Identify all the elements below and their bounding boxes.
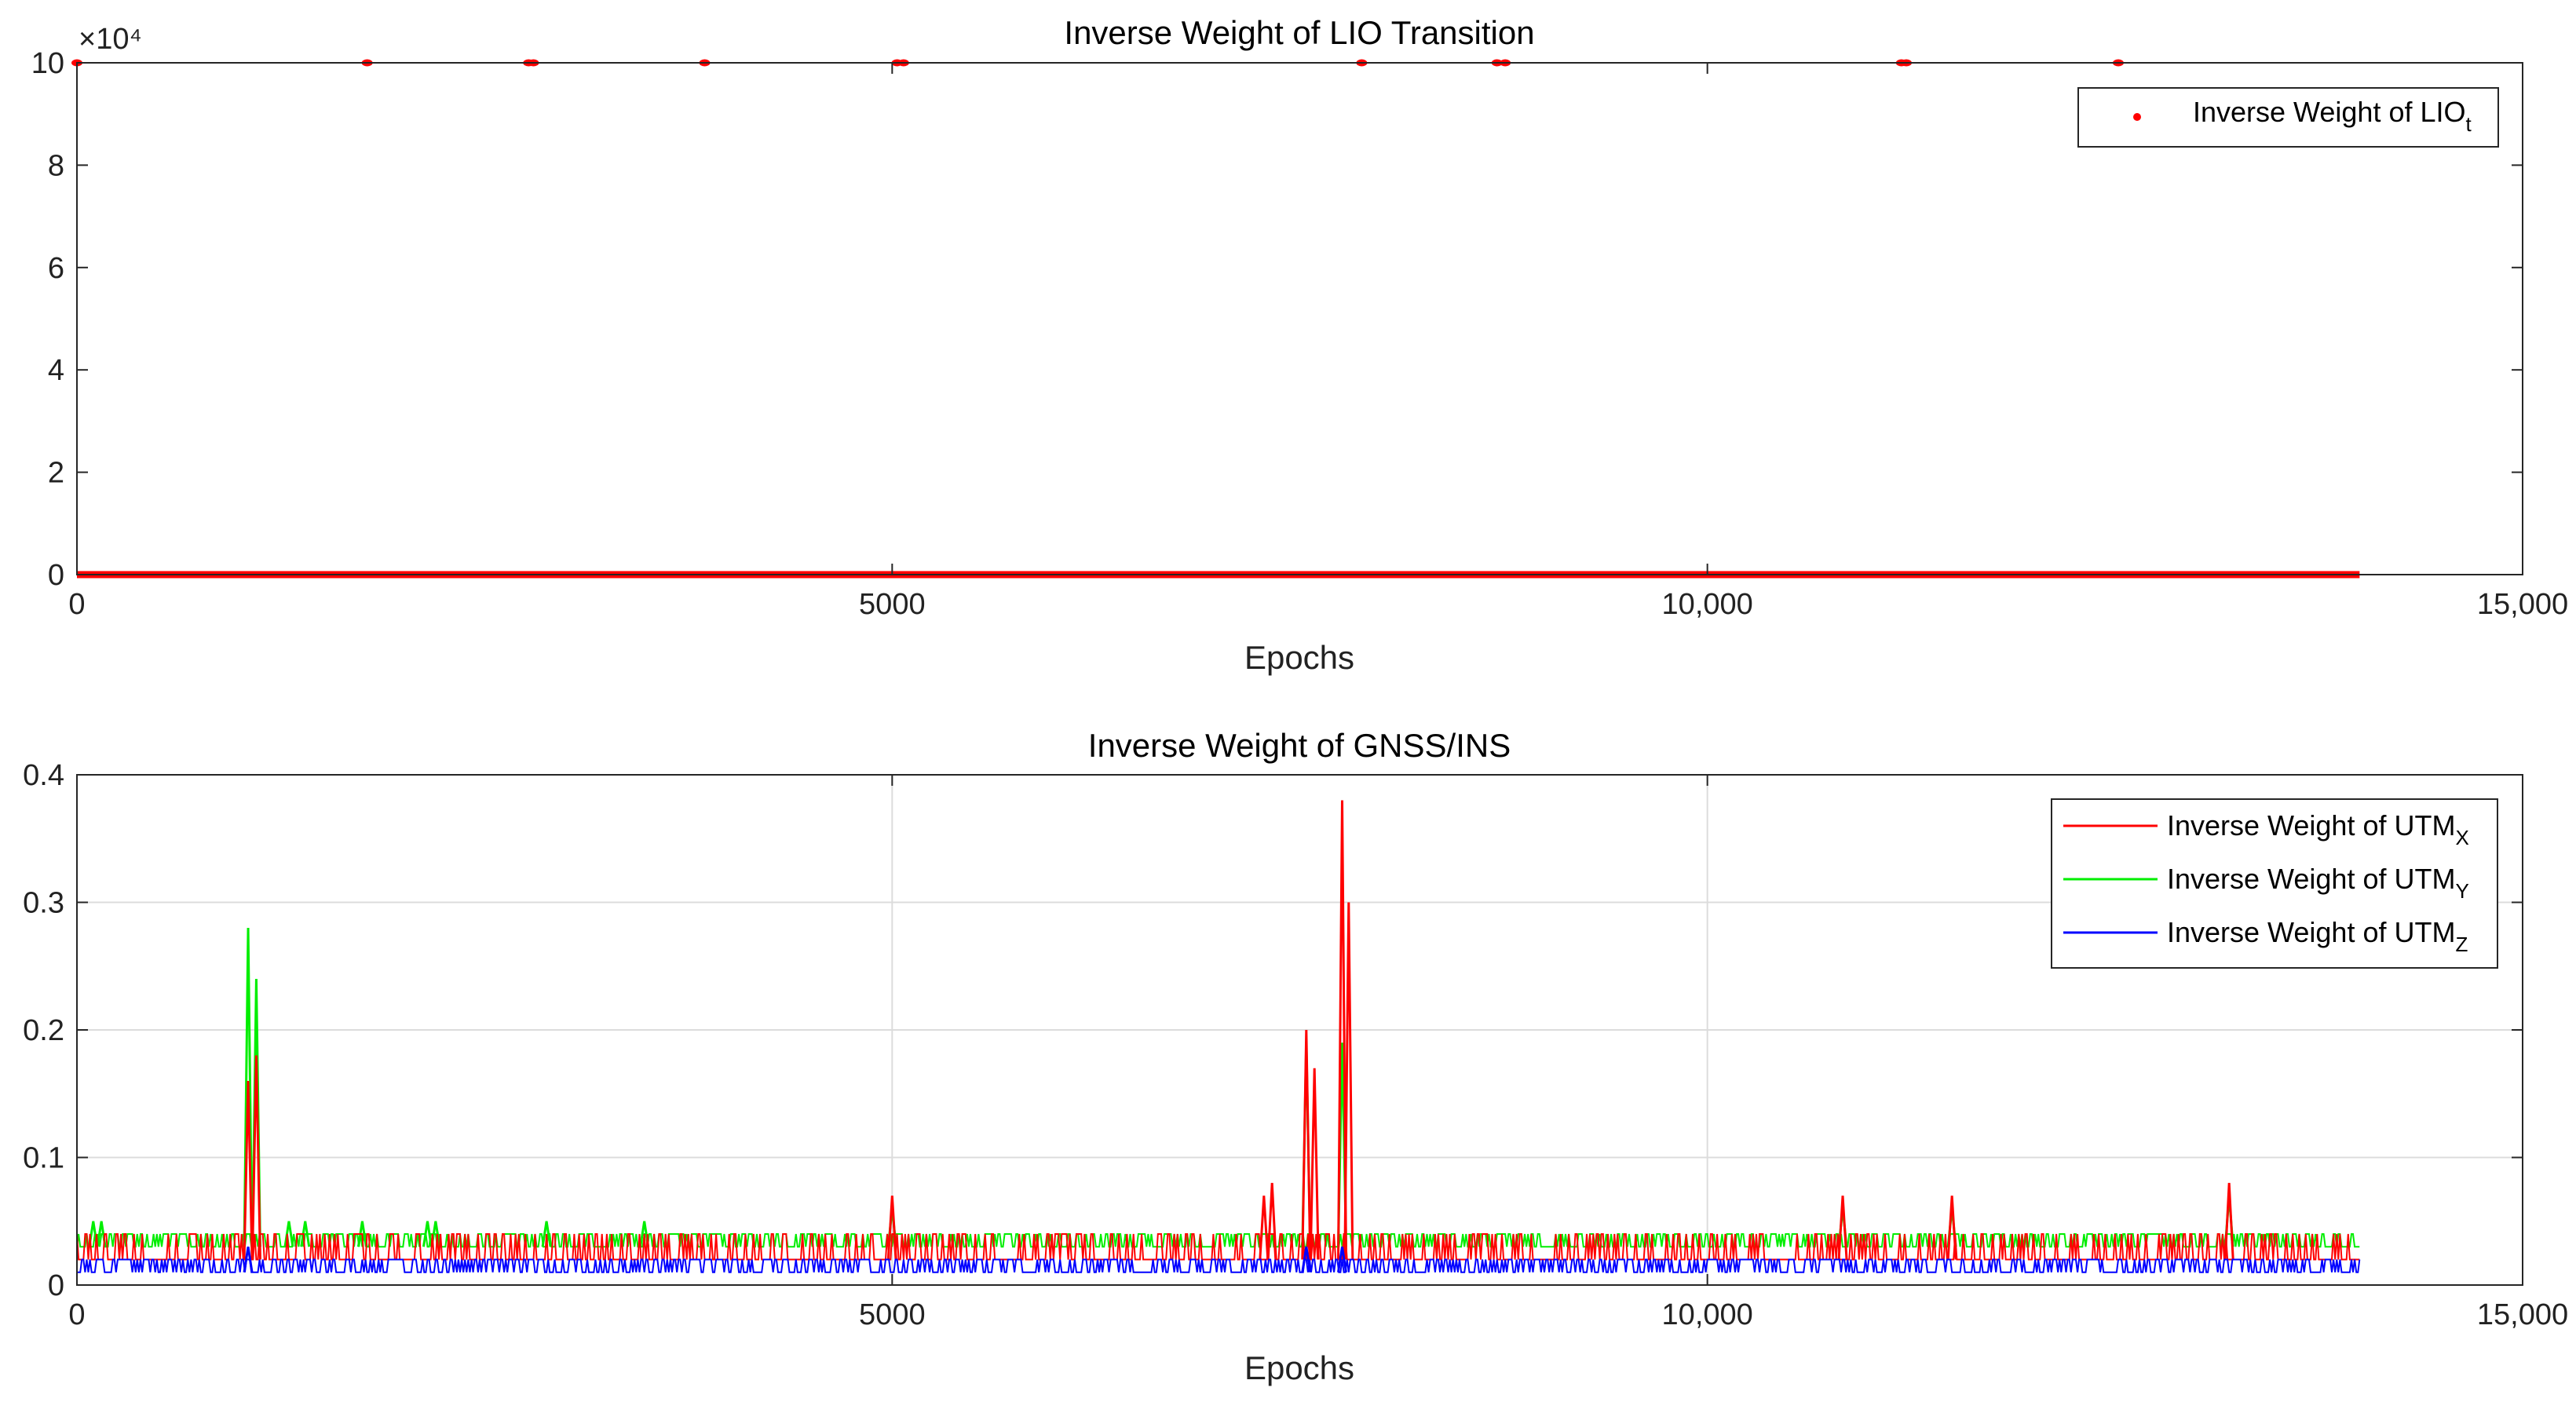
legend-box-top xyxy=(2077,87,2499,148)
series-utm-x-spike xyxy=(1946,1196,1957,1260)
top-y-tick-label: 6 xyxy=(48,252,64,285)
x-axis-label-bottom: Epochs xyxy=(1244,1349,1354,1386)
bottom-y-tick-label: 0.3 xyxy=(23,887,64,920)
top-x-tick-label: 5000 xyxy=(859,588,926,621)
bottom-y-tick-label: 0 xyxy=(48,1269,64,1302)
legend-label-utm-z: Inverse Weight of UTMZ xyxy=(2167,916,2468,956)
top-y-tick-label: 0 xyxy=(48,559,64,592)
bottom-x-tick-label: 5000 xyxy=(859,1298,926,1331)
series-utm-x-spike xyxy=(250,1055,261,1260)
legend-bottom: Inverse Weight of UTMX Inverse Weight of… xyxy=(2051,798,2498,969)
x-axis-label-top: Epochs xyxy=(1244,639,1354,676)
series-utm-y-spike xyxy=(541,1221,552,1247)
chart-top: 0 5000 10,000 15,000 0 2 4 6 8 10 Inverse Weight … xyxy=(31,14,2568,676)
series-utm-x-spike xyxy=(243,1080,254,1260)
series-utm-y-spike xyxy=(356,1221,367,1247)
legend-label-lio: Inverse Weight of LIOt xyxy=(2193,96,2472,136)
bottom-x-tick-label: 10,000 xyxy=(1662,1298,1753,1331)
chart-bottom: 0 5000 10,000 15,000 0 0.1 0.2 0.3 0.4 Inverse W… xyxy=(23,727,2568,1386)
legend-box-bottom xyxy=(2051,798,2498,969)
ticks-top: 0 5000 10,000 15,000 0 2 4 6 8 10 xyxy=(31,47,2568,621)
series-utm-x-spike xyxy=(1837,1196,1848,1260)
series-utm-x-spike xyxy=(1301,1029,1312,1260)
series-utm-x-spike xyxy=(1309,1068,1320,1260)
ticks-bottom: 0 5000 10,000 15,000 0 0.1 0.2 0.3 0.4 xyxy=(23,759,2568,1331)
legend-marker-lio xyxy=(2133,113,2141,121)
chart-title-top: Inverse Weight of LIO Transition xyxy=(1064,14,1534,51)
series-utm-z-spike xyxy=(243,1247,254,1272)
legend-top: Inverse Weight of LIOt xyxy=(2077,87,2499,148)
legend-label-utm-x: Inverse Weight of UTMX xyxy=(2167,809,2469,849)
series-utm-x-spike xyxy=(1343,902,1354,1260)
series-utm-x-spike xyxy=(886,1196,897,1260)
chart-title-bottom: Inverse Weight of GNSS/INS xyxy=(1088,727,1511,764)
top-y-tick-label: 4 xyxy=(48,354,64,387)
top-x-tick-label: 15,000 xyxy=(2477,588,2568,621)
series-utm-y-spike xyxy=(300,1221,311,1247)
top-y-tick-label: 8 xyxy=(48,149,64,182)
series-utm-x-spike xyxy=(1266,1182,1277,1260)
series-utm-x-spike xyxy=(1336,800,1347,1260)
series-utm-x-spike xyxy=(1259,1196,1270,1260)
series-utm-z-spike xyxy=(1337,1247,1347,1272)
legend-label-utm-y: Inverse Weight of UTMY xyxy=(2167,863,2469,903)
bottom-y-tick-label: 0.4 xyxy=(23,759,64,792)
series-utm-y-spike xyxy=(243,927,254,1247)
series-utm-z-line xyxy=(77,1258,2361,1273)
series-utm-y-line xyxy=(76,1233,2360,1248)
bottom-y-tick-label: 0.2 xyxy=(23,1014,64,1047)
series-utm-x-spike xyxy=(2223,1182,2234,1260)
top-x-tick-label: 0 xyxy=(68,588,85,621)
top-x-tick-label: 10,000 xyxy=(1662,588,1753,621)
series-utm-z-spike xyxy=(1301,1247,1312,1272)
top-y-tick-label: 2 xyxy=(48,457,64,490)
top-y-tick-label: 10 xyxy=(31,47,64,80)
plot-area-top xyxy=(77,63,2523,575)
series-utm xyxy=(76,800,2361,1273)
bottom-x-tick-label: 0 xyxy=(68,1298,85,1331)
bottom-y-tick-label: 0.1 xyxy=(23,1142,64,1175)
series-utm-y-spike xyxy=(422,1221,433,1247)
axes-box-top xyxy=(76,62,2523,575)
bottom-x-tick-label: 15,000 xyxy=(2477,1298,2568,1331)
y-exponent-label: ×10⁴ xyxy=(79,23,142,56)
